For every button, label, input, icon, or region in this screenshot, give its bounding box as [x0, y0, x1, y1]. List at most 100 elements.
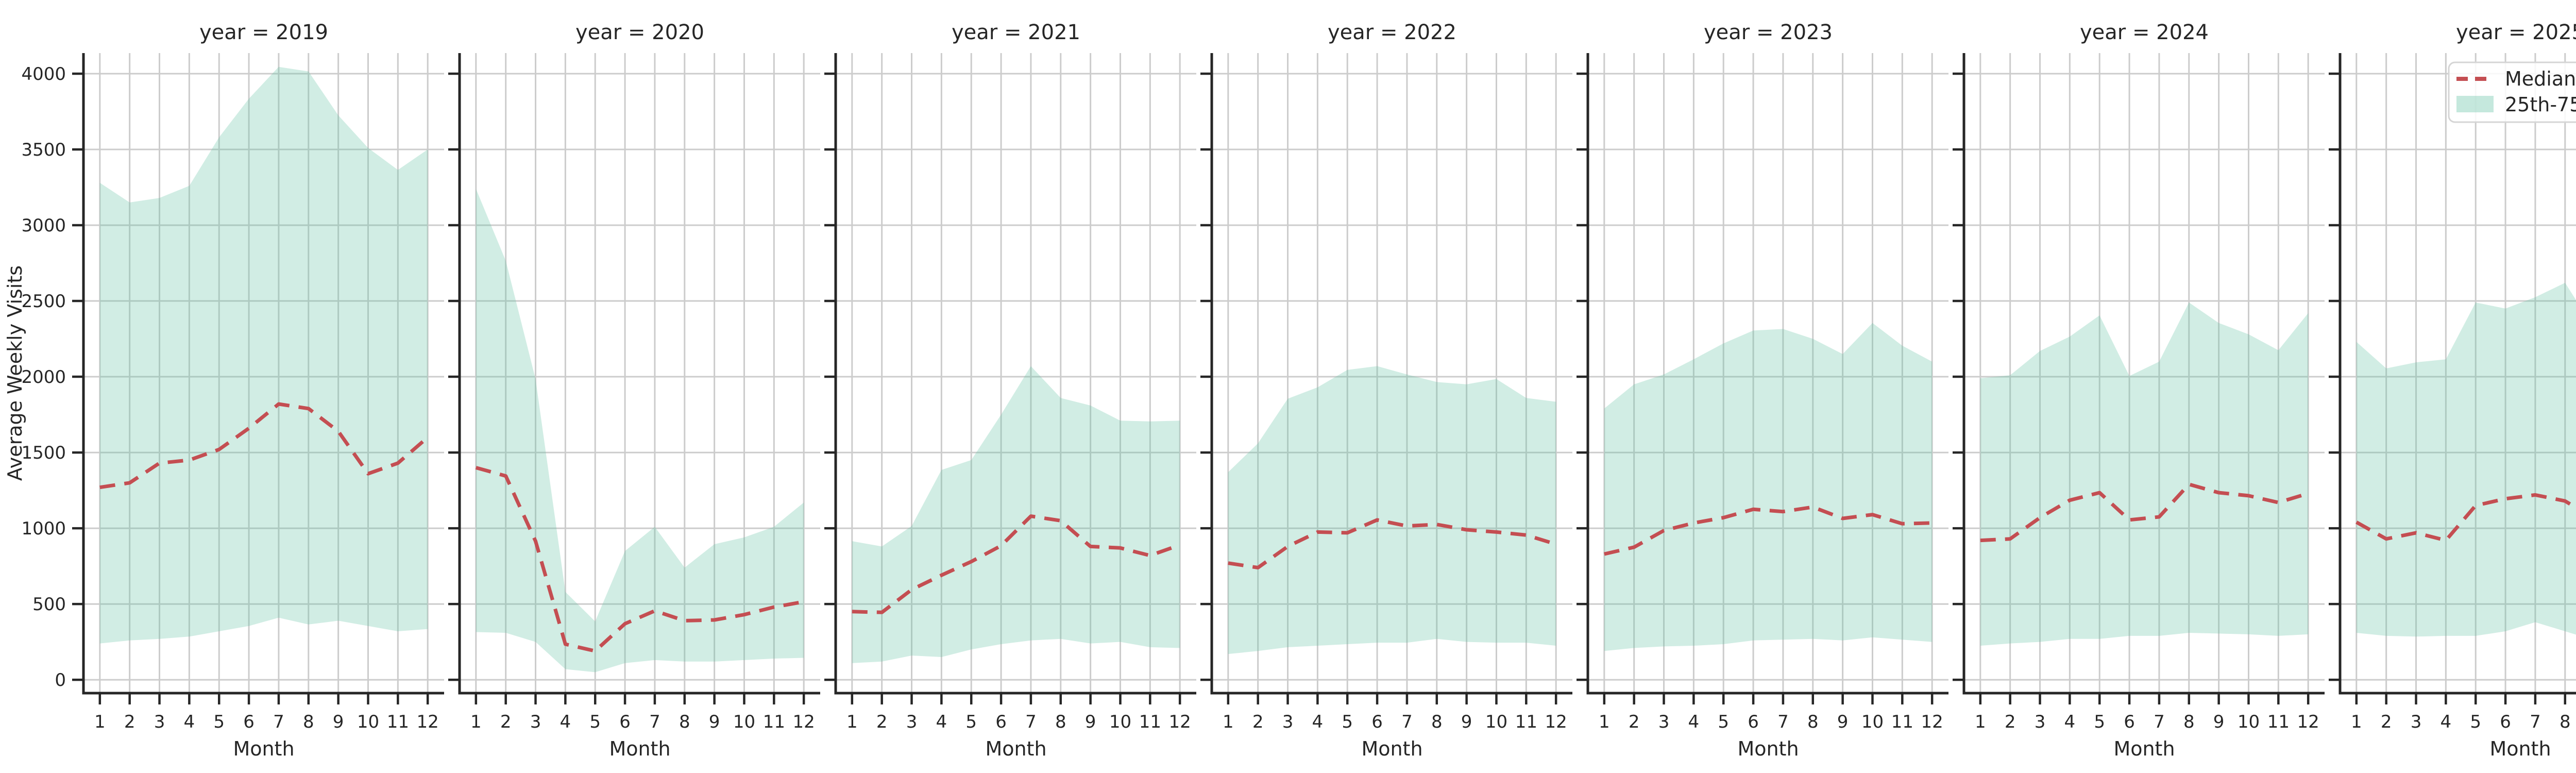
x-tick-label: 5: [2470, 712, 2481, 732]
gridlines-2025: [2340, 53, 2576, 693]
x-tick-label: 2: [500, 712, 512, 732]
x-axis-label: Month: [2113, 737, 2175, 760]
x-tick-label: 1: [470, 712, 482, 732]
percentile-band-2024: [1980, 303, 2309, 646]
x-axis-label: Month: [2489, 737, 2551, 760]
facet-title-2025: year = 2025: [2456, 21, 2576, 44]
x-tick-label: 2: [1252, 712, 1264, 732]
x-tick-label: 5: [2094, 712, 2105, 732]
y-tick-label: 1500: [21, 443, 66, 463]
x-tick-label: 5: [589, 712, 601, 732]
x-tick-label: 5: [1342, 712, 1353, 732]
y-axis-label: Average Weekly Visits: [4, 265, 26, 481]
x-tick-label: 12: [1921, 712, 1943, 732]
legend-band-swatch: [2456, 96, 2494, 112]
gridlines-2019: [83, 53, 444, 693]
x-axis-label: Month: [985, 737, 1046, 760]
x-tick-label: 3: [1282, 712, 1294, 732]
x-axis-label: Month: [233, 737, 294, 760]
x-tick-label: 7: [1025, 712, 1037, 732]
x-tick-label: 7: [1401, 712, 1413, 732]
x-tick-label: 9: [333, 712, 344, 732]
y-tick-label: 4000: [21, 64, 66, 85]
median-line-2021: [852, 514, 1181, 614]
median-line-2023: [1604, 505, 1933, 556]
x-tick-label: 7: [649, 712, 660, 732]
x-tick-label: 6: [1748, 712, 1759, 732]
x-tick-label: 4: [1312, 712, 1324, 732]
x-axis-label: Month: [1737, 737, 1799, 760]
gridlines-2022: [1212, 53, 1572, 693]
x-tick-label: 10: [357, 712, 379, 732]
x-tick-label: 12: [2297, 712, 2319, 732]
x-tick-label: 2: [124, 712, 135, 732]
x-tick-label: 6: [619, 712, 631, 732]
legend: Median 25th-75th Percentile: [2448, 61, 2576, 123]
x-tick-label: 8: [679, 712, 690, 732]
x-tick-label: 4: [184, 712, 195, 732]
x-tick-label: 8: [1807, 712, 1819, 732]
median-line-2019: [99, 402, 429, 490]
x-tick-label: 6: [2124, 712, 2135, 732]
x-tick-label: 1: [1599, 712, 1610, 732]
y-tick-label: 500: [32, 594, 66, 615]
x-tick-label: 10: [1109, 712, 1131, 732]
x-tick-label: 3: [2411, 712, 2422, 732]
x-tick-label: 11: [763, 712, 785, 732]
x-tick-label: 3: [2035, 712, 2046, 732]
x-tick-label: 3: [1658, 712, 1670, 732]
x-tick-label: 4: [936, 712, 947, 732]
x-tick-label: 3: [154, 712, 165, 732]
x-tick-label: 4: [2441, 712, 2452, 732]
percentile-band-2021: [852, 366, 1180, 663]
x-tick-label: 8: [1431, 712, 1443, 732]
x-tick-label: 6: [2500, 712, 2511, 732]
x-tick-label: 5: [1718, 712, 1729, 732]
gridlines-2024: [1964, 53, 2325, 693]
x-tick-label: 2: [2005, 712, 2016, 732]
median-line-2020: [475, 466, 804, 653]
legend-band-label: 25th-75th Percentile: [2505, 93, 2576, 116]
x-tick-label: 9: [709, 712, 720, 732]
x-tick-label: 12: [417, 712, 439, 732]
x-tick-label: 9: [2213, 712, 2225, 732]
x-tick-label: 1: [94, 712, 106, 732]
x-tick-label: 2: [1629, 712, 1640, 732]
gridlines-2021: [836, 53, 1196, 693]
gridlines-2023: [1588, 53, 1948, 693]
facet-title-2020: year = 2020: [575, 21, 704, 44]
x-tick-label: 10: [2238, 712, 2260, 732]
facet-title-2022: year = 2022: [1328, 21, 1456, 44]
x-tick-label: 1: [1223, 712, 1234, 732]
x-tick-label: 5: [965, 712, 977, 732]
x-tick-label: 1: [2351, 712, 2362, 732]
facet-title-2019: year = 2019: [199, 21, 328, 44]
x-axis-label: Month: [1361, 737, 1422, 760]
x-tick-label: 7: [273, 712, 284, 732]
median-line-2025: [2355, 493, 2576, 543]
x-tick-label: 4: [1688, 712, 1700, 732]
x-tick-label: 11: [387, 712, 409, 732]
x-tick-label: 7: [2154, 712, 2165, 732]
y-tick-label: 2000: [21, 367, 66, 388]
y-tick-label: 3500: [21, 140, 66, 160]
x-tick-label: 7: [2530, 712, 2541, 732]
x-tick-label: 9: [1461, 712, 1472, 732]
median-line-2024: [1980, 482, 2309, 543]
percentile-band-2019: [99, 66, 428, 644]
x-tick-label: 11: [1515, 712, 1537, 732]
x-tick-label: 10: [1485, 712, 1507, 732]
x-tick-label: 2: [876, 712, 888, 732]
x-tick-label: 12: [1545, 712, 1567, 732]
x-tick-label: 11: [1139, 712, 1161, 732]
x-tick-label: 8: [2560, 712, 2571, 732]
x-tick-label: 1: [1975, 712, 1986, 732]
